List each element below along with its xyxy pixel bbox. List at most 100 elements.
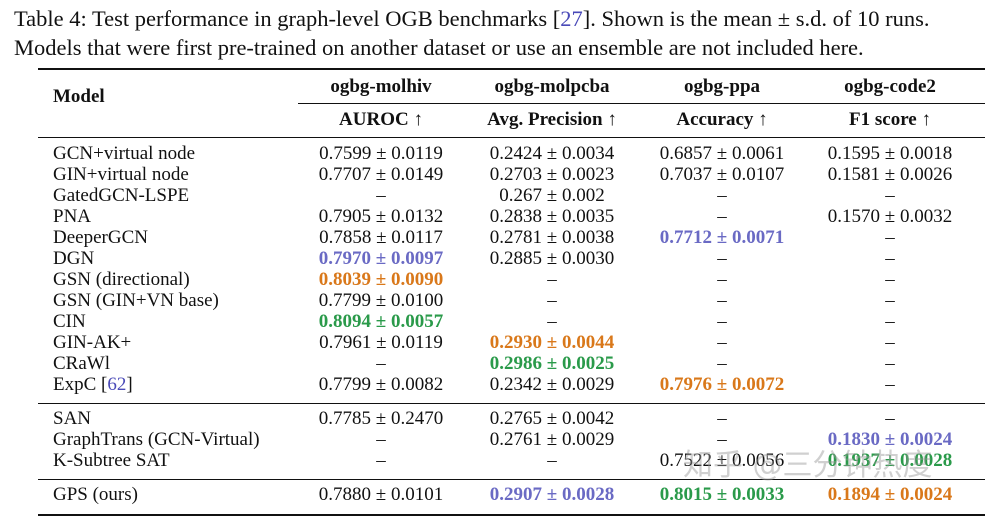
cell-value-first-best: 0.2986 ± 0.0025 [489,353,615,374]
model-name: DGN [53,248,94,269]
model-name: GIN+virtual node [53,164,189,185]
model-label: CIN [53,311,86,332]
cell-value: 0.1581 ± 0.0026 [827,164,953,185]
cell-value: – [885,269,895,290]
cell-value: – [717,269,727,290]
metric-header: Accuracy ↑ [676,109,768,130]
cell-value: – [376,185,386,206]
model-name: K-Subtree SAT [53,450,170,471]
model-label: DeeperGCN [53,227,148,248]
cell-value: 0.267 ± 0.002 [499,185,605,206]
cell-value: – [547,290,557,311]
table-row: GCN+virtual node 0.7599 ± 0.0119 0.2424 ± … [0,143,995,164]
model-name: GIN-AK+ [53,332,131,353]
cell-value: – [717,185,727,206]
cell-value: – [376,429,386,450]
model-label: GSN (directional) [53,269,190,290]
cell-value-first-best: 0.8094 ± 0.0057 [318,311,444,332]
table-row: GIN-AK+ 0.7961 ± 0.0119 0.2930 ± 0.0044 – – [0,332,995,353]
cell-value: 0.2424 ± 0.0034 [489,143,615,164]
cell-value: 0.7880 ± 0.0101 [318,484,444,505]
dataset-header: ogbg-molpcba [494,76,610,97]
cell-value: 0.2761 ± 0.0029 [489,429,615,450]
cell-value: 0.7961 ± 0.0119 [319,332,443,353]
cell-value: – [885,248,895,269]
bottom-rule [38,514,985,516]
table-row: GatedGCN-LSPE – 0.267 ± 0.002 – – [0,185,995,206]
cell-value: 0.2885 ± 0.0030 [489,248,615,269]
model-label: GraphTrans (GCN-Virtual) [53,429,260,450]
caption-text: Table 4: Test performance in graph-level… [14,6,561,31]
caption-line-2: Models that were first pre-trained on an… [14,35,864,60]
model-name: GraphTrans (GCN-Virtual) [53,429,260,450]
cell-value: 0.7858 ± 0.0117 [319,227,443,248]
cell-value: – [885,290,895,311]
model-header: Model [53,86,105,107]
model-name: GatedGCN-LSPE [53,185,189,206]
citation-link[interactable]: 27 [560,6,583,31]
cell-value: 0.7799 ± 0.0082 [318,374,444,395]
model-name: GCN+virtual node [53,143,195,164]
cell-value: 0.1570 ± 0.0032 [827,206,953,227]
dataset-header: ogbg-ppa [683,76,761,97]
model-label: K-Subtree SAT [53,450,170,471]
cell-value: – [717,311,727,332]
table-row: PNA 0.7905 ± 0.0132 0.2838 ± 0.0035 – 0.1570… [0,206,995,227]
cell-value-second-best: 0.8039 ± 0.0090 [318,269,444,290]
cell-value: – [885,353,895,374]
cell-value: – [885,227,895,248]
cell-value: – [376,450,386,471]
model-name: DeeperGCN [53,227,148,248]
model-label: GIN-AK+ [53,332,132,353]
table-row: SAN 0.7785 ± 0.2470 0.2765 ± 0.0042 – – [0,408,995,429]
header-row-metrics: AUROC ↑ Avg. Precision ↑ Accuracy ↑ F1 s… [0,109,995,130]
cell-value: – [717,206,727,227]
model-label: GCN+virtual node [53,143,196,164]
model-label: GSN (GIN+VN base) [53,290,219,311]
cell-value-third-best: 0.1830 ± 0.0024 [827,429,953,450]
model-label: ExpC [53,374,97,395]
cell-value: – [717,353,727,374]
cell-value: 0.2342 ± 0.0029 [489,374,615,395]
table-row: GSN (GIN+VN base) 0.7799 ± 0.0100 – – – [0,290,995,311]
table-row: DGN 0.7970 ± 0.0097 0.2885 ± 0.0030 – – [0,248,995,269]
model-name: CIN [53,311,86,332]
cell-value: – [885,311,895,332]
dataset-header: ogbg-code2 [844,76,936,97]
cell-value: 0.1595 ± 0.0018 [827,143,953,164]
model-label: DGN [53,248,95,269]
cell-value: 0.7037 ± 0.0107 [659,164,785,185]
cell-value: – [885,408,895,429]
model-label: GatedGCN-LSPE [53,185,190,206]
cell-value: – [885,374,895,395]
cell-value: – [717,248,727,269]
cell-value: – [547,450,557,471]
caption-text: ]. Shown is the mean ± s.d. of 10 runs. [582,6,930,31]
cell-value-first-best: 0.1937 ± 0.0028 [827,450,953,471]
cell-value: 0.2765 ± 0.0042 [489,408,615,429]
cell-value-third-best: 0.2907 ± 0.0028 [489,484,615,505]
model-name: CRaWl [53,353,110,374]
group-rule [38,479,985,480]
cell-value: – [717,290,727,311]
cell-value-second-best: 0.1894 ± 0.0024 [827,484,953,505]
cell-value-third-best: 0.7970 ± 0.0097 [318,248,444,269]
citation-link[interactable]: 62 [107,374,127,395]
table-row: GSN (directional) 0.8039 ± 0.0090 – – – [0,269,995,290]
model-label: PNA [53,206,92,227]
cell-value: 0.2703 ± 0.0023 [489,164,615,185]
model-name: GSN (directional) [53,269,190,290]
cell-value: 0.7599 ± 0.0119 [319,143,443,164]
cell-value: 0.2781 ± 0.0038 [489,227,615,248]
cell-value: – [717,408,727,429]
cell-value: – [547,311,557,332]
cell-value-second-best: 0.2930 ± 0.0044 [489,332,615,353]
table-row: ExpC [62] 0.7799 ± 0.0082 0.2342 ± 0.0029 0… [0,374,995,395]
model-label: SAN [53,408,92,429]
metric-header: F1 score ↑ [849,109,931,130]
cell-value: 0.7522 ± 0.0056 [659,450,785,471]
metric-header: AUROC ↑ [339,109,423,130]
cell-value-second-best: 0.7976 ± 0.0072 [659,374,785,395]
table-row: K-Subtree SAT – – 0.7522 ± 0.0056 0.1937 ± 0… [0,450,995,471]
table-row: GPS (ours) 0.7880 ± 0.0101 0.2907 ± 0.0028… [0,484,995,505]
